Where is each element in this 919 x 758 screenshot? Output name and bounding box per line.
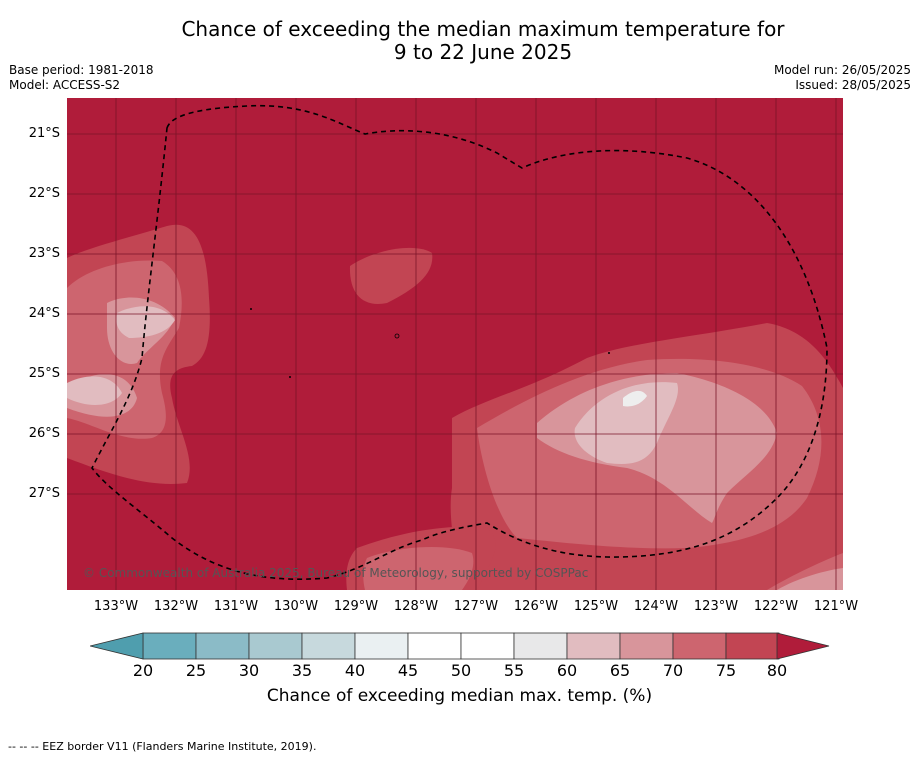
colorbar-cell xyxy=(248,632,303,660)
colorbar-cell xyxy=(619,632,674,660)
island-marker xyxy=(394,333,400,339)
lon-label: 133°W xyxy=(93,599,139,614)
region-65-southeast xyxy=(777,568,843,590)
region-70-south xyxy=(363,546,474,590)
colorbar-tick: 75 xyxy=(715,661,737,680)
colorbar-label: Chance of exceeding median max. temp. (%… xyxy=(266,686,653,706)
meta-left: Base period: 1981-2018 Model: ACCESS-S2 xyxy=(9,63,154,93)
lon-label: 125°W xyxy=(573,599,619,614)
colorbar-cell xyxy=(566,632,621,660)
colorbar-tick: 30 xyxy=(238,661,260,680)
colorbar-tick: 55 xyxy=(503,661,525,680)
colorbar-cell xyxy=(672,632,727,660)
chart-title: Chance of exceeding the median maximum t… xyxy=(0,18,919,64)
forecast-map: © Commonwealth of Australia 2025, Bureau… xyxy=(67,98,843,590)
colorbar-low-arrow xyxy=(90,632,144,660)
lat-label: 27°S xyxy=(28,486,60,501)
lon-label: 124°W xyxy=(633,599,679,614)
lat-label: 25°S xyxy=(28,366,60,381)
meta-right: Model run: 26/05/2025 Issued: 28/05/2025 xyxy=(774,63,911,93)
colorbar-cell xyxy=(460,632,515,660)
colorbar-tick: 45 xyxy=(397,661,419,680)
title-line-2: 9 to 22 June 2025 xyxy=(393,40,573,64)
island-marker xyxy=(289,376,291,378)
lon-label: 132°W xyxy=(153,599,199,614)
map-gridlines xyxy=(67,98,843,590)
colorbar-tick: 20 xyxy=(132,661,154,680)
colorbar-cells xyxy=(142,632,780,660)
lon-label: 129°W xyxy=(333,599,379,614)
colorbar-cell xyxy=(725,632,780,660)
colorbar-tick: 35 xyxy=(291,661,313,680)
colorbar-tick: 25 xyxy=(185,661,207,680)
lat-label: 24°S xyxy=(28,306,60,321)
copyright-note: © Commonwealth of Australia 2025, Bureau… xyxy=(83,566,589,580)
model-run: Model run: 26/05/2025 xyxy=(773,63,911,77)
lon-label: 130°W xyxy=(273,599,319,614)
colorbar-cell xyxy=(301,632,356,660)
colorbar-high-arrow xyxy=(776,632,830,660)
colorbar-cell xyxy=(407,632,462,660)
title-line-1: Chance of exceeding the median maximum t… xyxy=(181,17,785,41)
colorbar-cell xyxy=(354,632,409,660)
colorbar-cell xyxy=(142,632,197,660)
lat-label: 23°S xyxy=(28,246,60,261)
lon-label: 127°W xyxy=(453,599,499,614)
region-60-west-lower xyxy=(67,376,122,405)
lat-label: 22°S xyxy=(28,186,60,201)
lon-label: 131°W xyxy=(213,599,259,614)
lon-label: 123°W xyxy=(693,599,739,614)
colorbar xyxy=(90,632,830,660)
eez-footnote: -- -- -- EEZ border V11 (Flanders Marine… xyxy=(8,740,317,753)
colorbar-tick: 60 xyxy=(556,661,578,680)
colorbar-cell xyxy=(195,632,250,660)
colorbar-tick: 80 xyxy=(766,661,788,680)
colorbar-tick: 70 xyxy=(662,661,684,680)
lat-label: 26°S xyxy=(28,426,60,441)
map-canvas xyxy=(67,98,843,590)
colorbar-tick: 65 xyxy=(609,661,631,680)
issued-date: Issued: 28/05/2025 xyxy=(795,78,911,92)
region-75-central-blob xyxy=(349,247,433,304)
lon-label: 126°W xyxy=(513,599,559,614)
eez-border xyxy=(91,104,828,581)
island-marker xyxy=(608,352,610,354)
lon-label: 121°W xyxy=(813,599,859,614)
island-marker xyxy=(250,308,252,310)
colorbar-tick: 40 xyxy=(344,661,366,680)
region-60-east xyxy=(574,382,678,464)
lon-label: 128°W xyxy=(393,599,439,614)
colorbar-tick: 50 xyxy=(450,661,472,680)
lat-label: 21°S xyxy=(28,126,60,141)
base-period: Base period: 1981-2018 xyxy=(9,63,154,77)
colorbar-cell xyxy=(513,632,568,660)
model-name: Model: ACCESS-S2 xyxy=(9,78,121,92)
lon-label: 122°W xyxy=(753,599,799,614)
region-55-east-core xyxy=(623,390,647,407)
